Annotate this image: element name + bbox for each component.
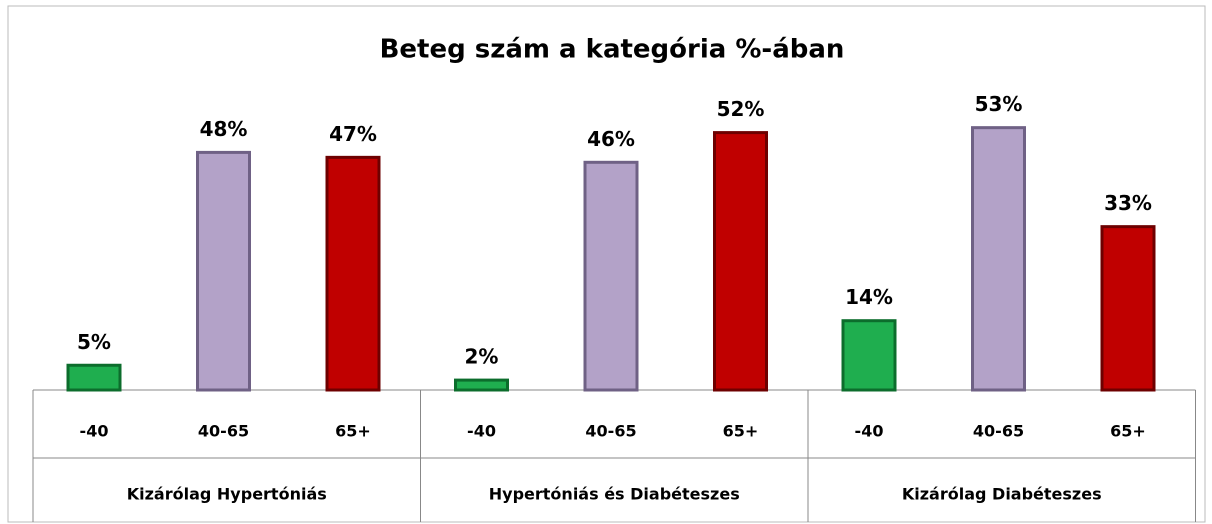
x-tick-label: 40-65 (198, 422, 249, 441)
x-tick-label: 40-65 (973, 422, 1024, 441)
data-label: 14% (845, 285, 893, 309)
bar (1100, 225, 1156, 392)
group-label: Hypertóniás és Diabéteszes (489, 485, 740, 504)
chart-title: Beteg szám a kategória %-ában (380, 35, 845, 65)
x-tick-label: 65+ (335, 422, 371, 441)
data-label: 46% (587, 127, 635, 151)
bar (841, 319, 897, 392)
group-label: Kizárólag Diabéteszes (902, 485, 1102, 504)
bar (325, 155, 381, 392)
x-tick-label: 65+ (723, 422, 759, 441)
group-label: Kizárólag Hypertóniás (127, 485, 327, 504)
bar (713, 131, 768, 392)
data-label: 5% (77, 330, 111, 354)
x-tick-label: 40-65 (585, 422, 636, 441)
bar (454, 378, 509, 392)
x-tick-label: -40 (855, 422, 884, 441)
x-tick-label: 65+ (1110, 422, 1146, 441)
data-label: 53% (975, 92, 1023, 116)
bar (971, 126, 1026, 392)
x-tick-label: -40 (80, 422, 109, 441)
data-label: 2% (465, 345, 499, 369)
data-label: 33% (1104, 191, 1152, 215)
x-tick-label: -40 (467, 422, 496, 441)
data-label: 47% (329, 122, 377, 146)
bar (583, 160, 639, 392)
data-label: 52% (717, 97, 765, 121)
bar (196, 150, 251, 392)
bar (66, 363, 122, 392)
data-label: 48% (200, 117, 248, 141)
